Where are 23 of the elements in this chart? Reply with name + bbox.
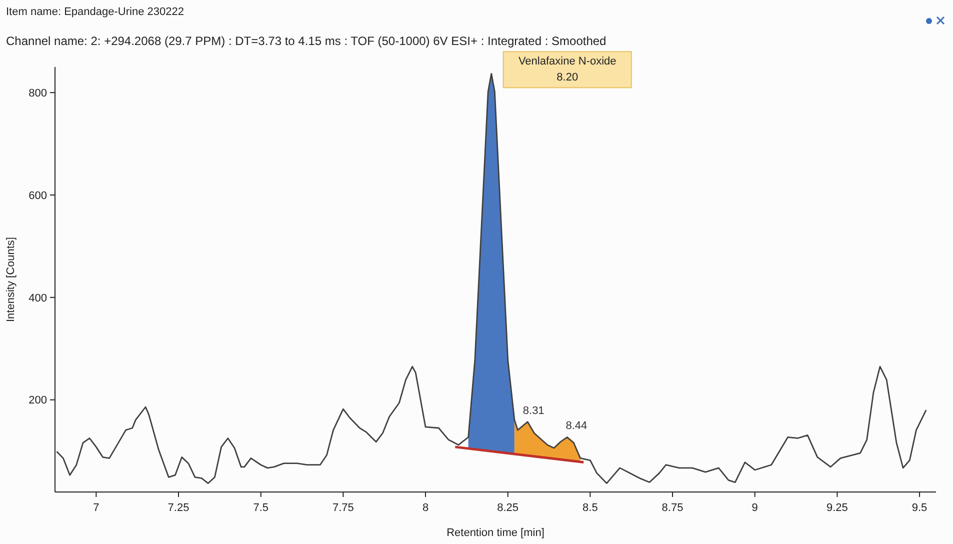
y-tick-label: 600 — [28, 190, 47, 202]
annotation: Venlafaxine N-oxide 8.20 — [518, 56, 616, 84]
annotation: 8.31 — [522, 404, 544, 417]
y-tick-label: 400 — [28, 292, 47, 304]
x-tick-label: 9 — [752, 502, 758, 514]
x-tick-label: 8.25 — [497, 502, 519, 514]
y-tick-label: 200 — [28, 394, 47, 407]
chart-title: Item name: Epandage-Urine 230222 — [6, 6, 184, 18]
x-tick-label: 7.25 — [168, 502, 190, 514]
annotation: 8.44 — [566, 420, 588, 432]
x-tick-label: 7 — [93, 502, 100, 514]
x-tick-label: 9.25 — [826, 502, 848, 514]
x-tick-label: 8.75 — [662, 502, 684, 514]
line-series — [56, 72, 927, 484]
x-axis-title: Retention time [min] — [446, 527, 544, 539]
x-tick-label: 7.5 — [253, 502, 268, 514]
x-tick-label: 7.75 — [332, 502, 354, 514]
y-tick-label: 800 — [28, 87, 47, 100]
chart-subtitle: Channel name: 2: +294.2068 (29.7 PPM) : DT=3.73 to 4.15 ms : TOF (50-1000) 6V ESI+ : Integrated : Smoothed — [6, 34, 606, 48]
x-tick-label: 8 — [422, 502, 429, 514]
y-axis-title: Intensity [Counts] — [5, 237, 17, 322]
x-tick-label: 8.5 — [582, 502, 598, 514]
x-tick-label: 9.5 — [912, 502, 928, 514]
